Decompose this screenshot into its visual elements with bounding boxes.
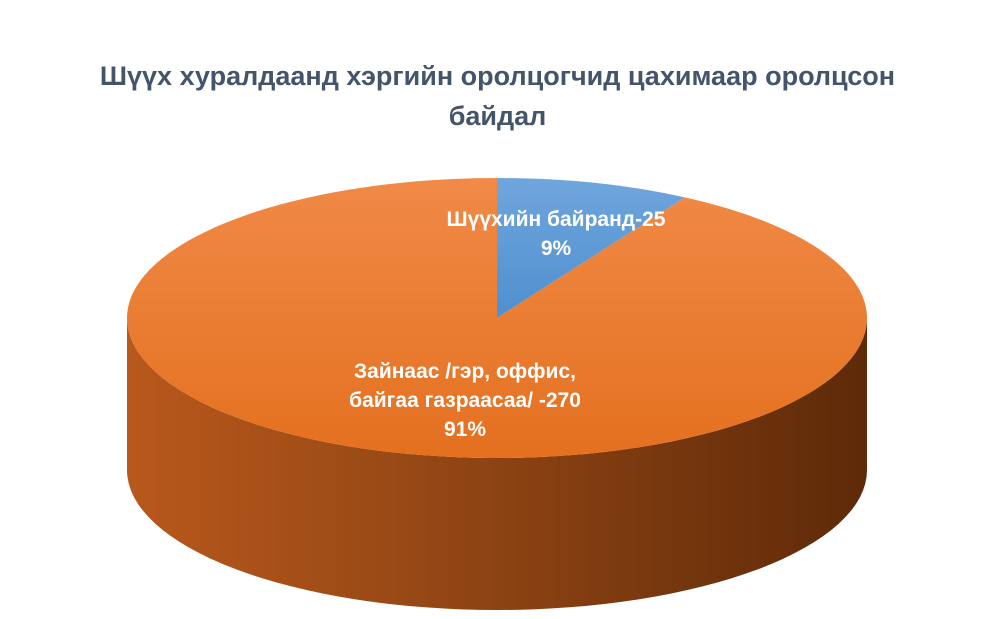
pie-slice-label-1-line-0: Зайнаас /гэр, оффис, bbox=[354, 360, 576, 383]
pie-top-group bbox=[126, 178, 868, 458]
pie-slice-label-1-line-1: байгаа газраасаа/ -270 bbox=[349, 389, 581, 412]
pie-label-group: Шүүхийн байранд-25 9% Зайнаас /гэр, оффис,… bbox=[349, 208, 666, 441]
pie-slice-1 bbox=[126, 178, 868, 458]
pie-slice-0 bbox=[497, 178, 685, 318]
chart-title-line-2: байдал bbox=[448, 101, 547, 131]
pie-slice-side-1-0 bbox=[127, 318, 867, 610]
chart-title: Шүүх хуралдаанд хэргийн оролцогчид цахим… bbox=[0, 56, 995, 136]
chart-title-line-1: Шүүх хуралдаанд хэргийн оролцогчид цахим… bbox=[99, 61, 896, 91]
pie-slice-label-1: Зайнаас /гэр, оффис, байгаа газраасаа/ -2… bbox=[349, 360, 581, 441]
pie-slice-label-0-line-1: 9% bbox=[541, 237, 572, 260]
pie-slice-label-0: Шүүхийн байранд-25 9% bbox=[447, 208, 666, 260]
pie-slice-label-1-line-2: 91% bbox=[444, 418, 486, 441]
pie-slice-label-0-line-0: Шүүхийн байранд-25 bbox=[447, 208, 666, 231]
pie-side-group bbox=[127, 318, 867, 610]
